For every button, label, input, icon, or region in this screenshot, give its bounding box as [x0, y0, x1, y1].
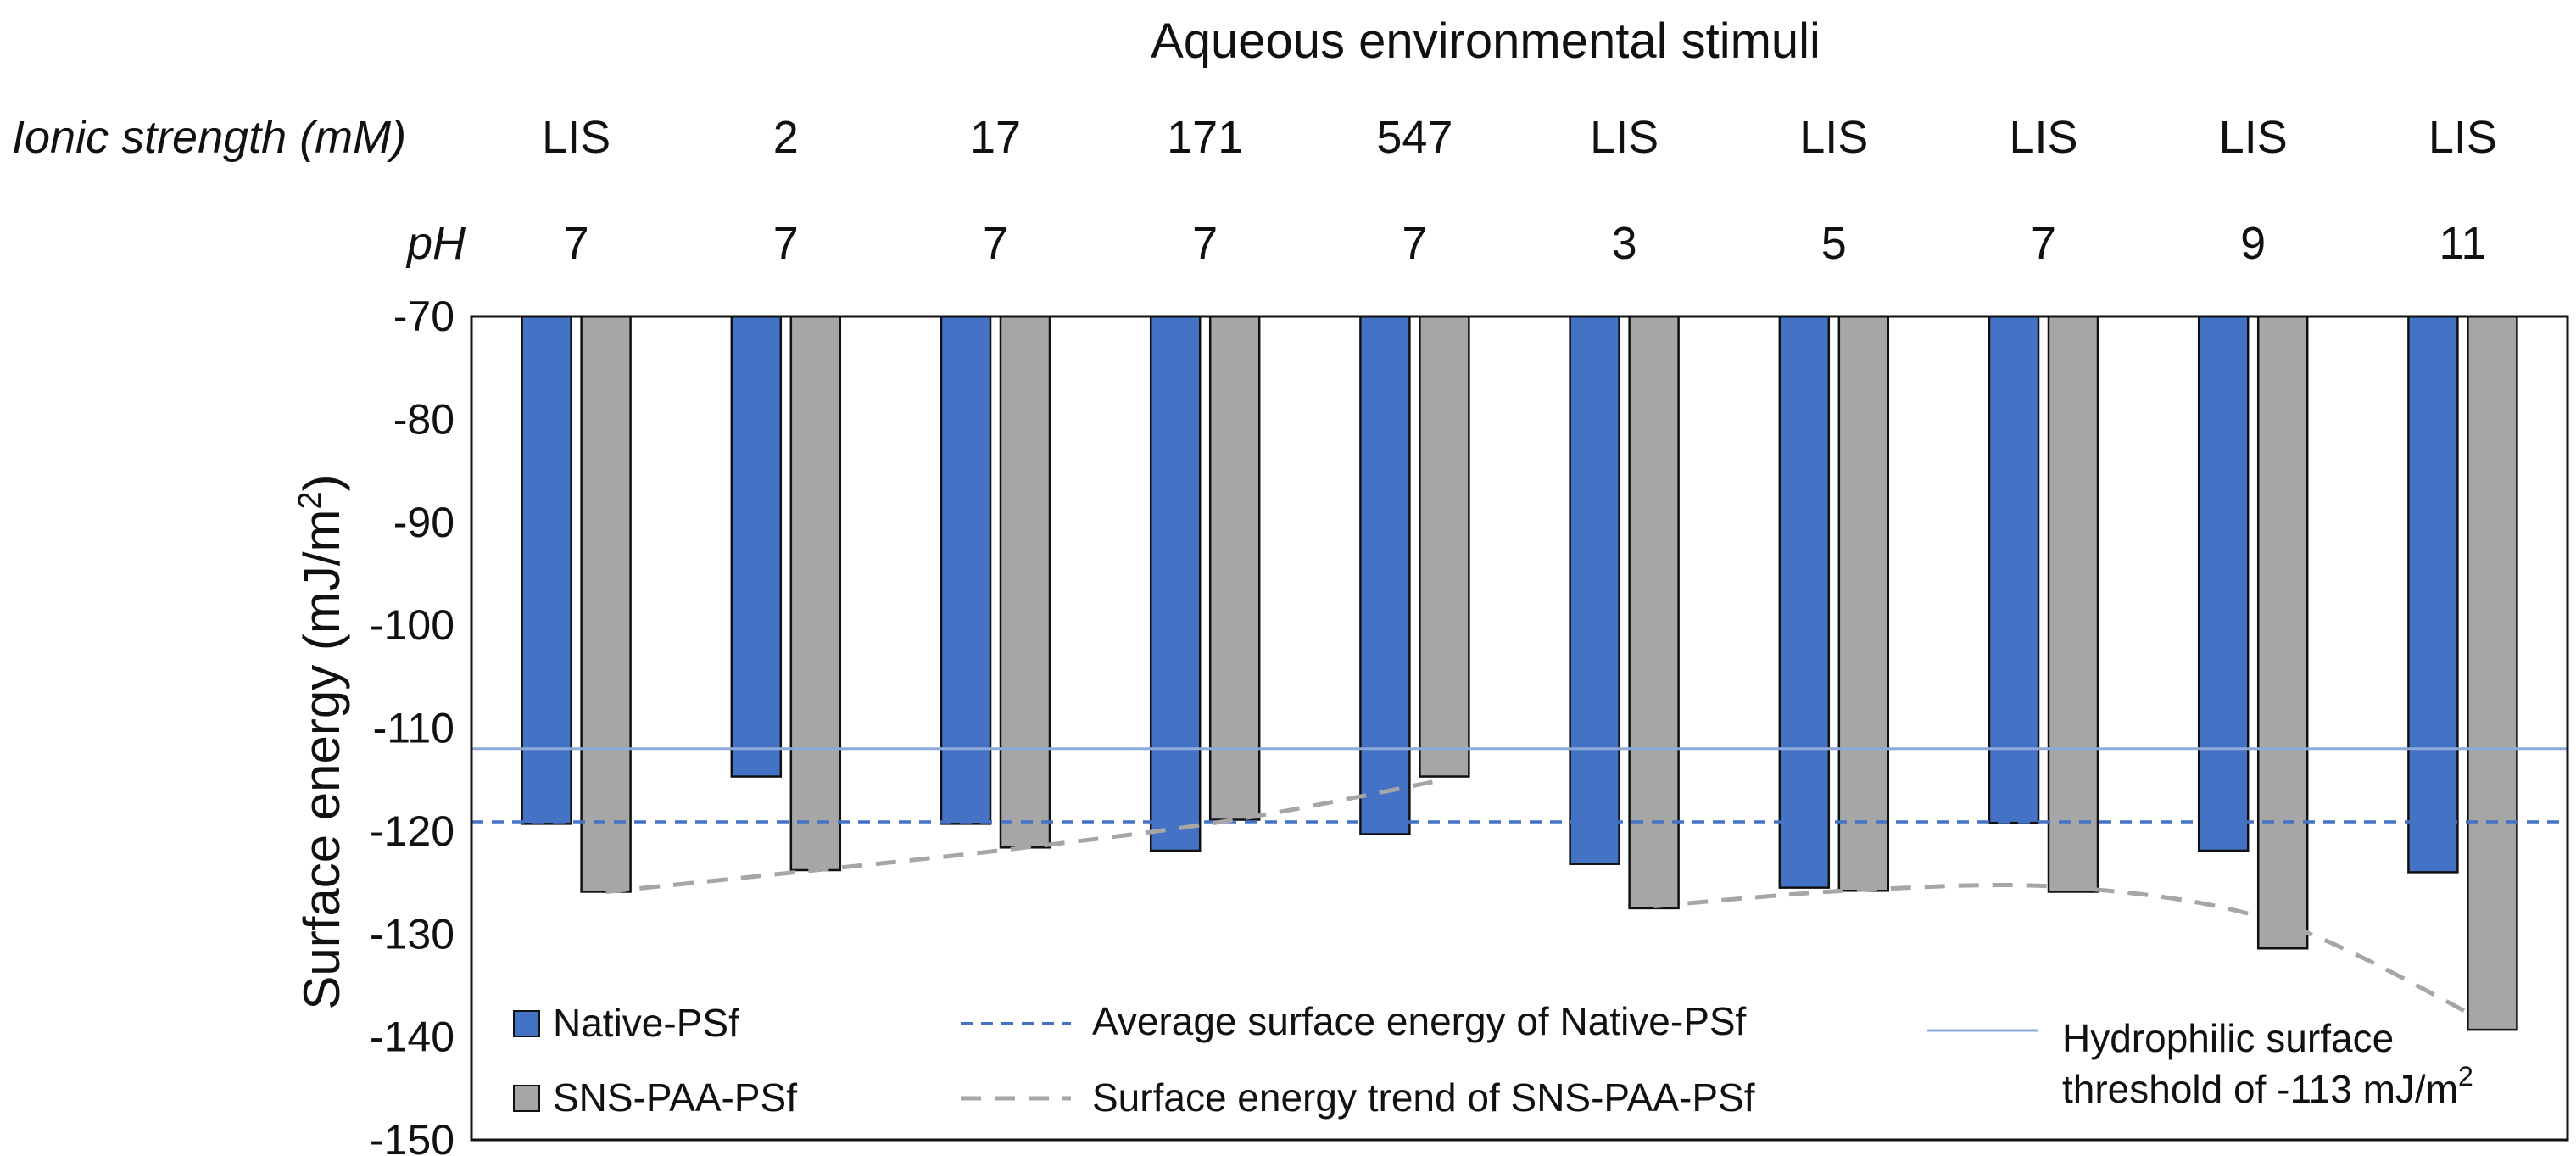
legend-threshold-label-line2: threshold of -113 mJ/m2 — [2062, 1061, 2473, 1111]
sns-paa-psf-bar — [2256, 315, 2309, 950]
native-psf-bar — [1988, 315, 2040, 824]
sns-paa-psf-bar — [580, 315, 632, 893]
native-psf-bar — [2407, 315, 2459, 874]
y-tick-label: -140 — [370, 1014, 454, 1061]
sns-paa-psf-bar — [1208, 315, 1261, 821]
ionic-strength-value: LIS — [2428, 112, 2497, 163]
y-tick-label: -130 — [370, 910, 454, 958]
ionic-strength-value: 547 — [1376, 112, 1452, 163]
y-axis-title-superscript: 2 — [293, 491, 328, 509]
ph-value: 7 — [1402, 218, 1427, 269]
native-psf-bar — [730, 315, 783, 778]
sns-paa-psf-trend-line — [1653, 883, 2494, 1028]
legend-threshold-label-text: threshold of -113 mJ/m — [2062, 1067, 2458, 1111]
sns-paa-psf-bar — [789, 315, 842, 872]
chart-title: Aqueous environmental stimuli — [1151, 14, 1820, 69]
legend-native-psf-swatch — [513, 1010, 540, 1037]
y-axis-title-text: Surface energy (mJ/m — [293, 509, 350, 1009]
sns-paa-psf-bar — [1628, 315, 1680, 910]
ionic-strength-row-label: Ionic strength (mM) — [12, 112, 406, 163]
native-psf-bar — [1359, 315, 1411, 835]
ph-value: 7 — [773, 218, 799, 269]
legend-native-psf-label: Native-PSf — [553, 1001, 739, 1045]
y-tick-label: -120 — [370, 807, 454, 855]
ph-row-label: pH — [405, 218, 466, 269]
ph-value: 5 — [1821, 218, 1847, 269]
y-tick-label: -100 — [370, 601, 454, 649]
ionic-strength-value: 2 — [773, 112, 799, 163]
legend: Native-PSf SNS-PAA-PSf Average surface e… — [513, 999, 2473, 1120]
sns-paa-psf-bar — [2467, 315, 2518, 1031]
y-tick-label: -150 — [370, 1116, 454, 1156]
sns-paa-psf-bar — [2047, 315, 2099, 893]
ionic-strength-value: LIS — [542, 112, 611, 163]
ph-value: 9 — [2240, 218, 2266, 269]
y-tick-label: -90 — [393, 499, 454, 546]
ionic-strength-value: LIS — [2009, 112, 2077, 163]
y-tick-label: -110 — [373, 705, 454, 752]
ph-value: 7 — [2031, 218, 2056, 269]
native-psf-bar — [1149, 315, 1202, 852]
legend-sns-paa-psf-label: SNS-PAA-PSf — [553, 1075, 797, 1120]
ph-value: 7 — [564, 218, 589, 269]
legend-sns-paa-psf-swatch — [513, 1085, 540, 1112]
ph-value: 3 — [1612, 218, 1637, 269]
ionic-strength-value: LIS — [1590, 112, 1659, 163]
legend-threshold-label-line1: Hydrophilic surface — [2062, 1016, 2394, 1060]
plot-area — [470, 315, 2569, 1142]
y-axis-title: Surface energy (mJ/m2) — [293, 474, 350, 1009]
native-psf-bar — [521, 315, 572, 825]
sns-paa-psf-trend-line — [605, 777, 1445, 894]
legend-threshold-label-superscript: 2 — [2458, 1061, 2473, 1092]
y-tick-label: -80 — [393, 395, 454, 443]
legend-average-label: Average surface energy of Native-PSf — [1092, 999, 1747, 1043]
native-psf-bar — [1778, 315, 1831, 889]
ionic-strength-value: 17 — [970, 112, 1021, 163]
ionic-strength-value: LIS — [1799, 112, 1868, 163]
ph-value: 7 — [1192, 218, 1218, 269]
native-psf-bar — [940, 315, 992, 825]
y-tick-label: -70 — [393, 293, 454, 340]
ionic-strength-value: LIS — [2219, 112, 2288, 163]
ph-value: 11 — [2439, 218, 2486, 269]
ph-value: 7 — [983, 218, 1008, 269]
legend-trend-label: Surface energy trend of SNS-PAA-PSf — [1092, 1075, 1755, 1120]
y-axis-title-closing: ) — [293, 474, 350, 491]
native-psf-bar — [2197, 315, 2250, 852]
sns-paa-psf-bar — [999, 315, 1051, 849]
native-psf-bar — [1569, 315, 1620, 865]
sns-paa-psf-bar — [1837, 315, 1890, 892]
sns-paa-psf-bar — [1419, 315, 1470, 778]
ionic-strength-value: 171 — [1167, 112, 1243, 163]
